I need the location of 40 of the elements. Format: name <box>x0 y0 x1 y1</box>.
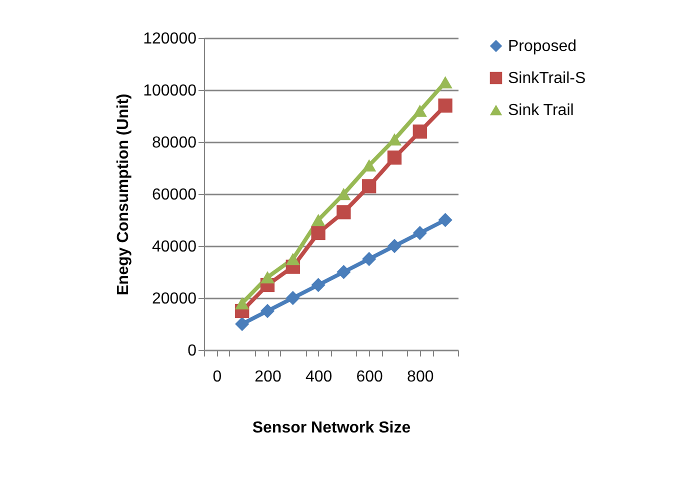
point <box>336 188 351 200</box>
x-tick-label: 0 <box>212 368 222 386</box>
point <box>412 124 427 139</box>
point <box>311 214 326 226</box>
point <box>362 252 376 266</box>
y-tick-label: 80000 <box>152 134 197 152</box>
point <box>387 150 402 165</box>
point <box>412 104 427 117</box>
point <box>412 226 427 240</box>
point <box>336 264 351 280</box>
y-tick-label: 100000 <box>143 82 197 100</box>
point <box>260 304 275 318</box>
point <box>336 205 351 220</box>
y-tick-label: 40000 <box>152 238 197 256</box>
y-tick-label: 120000 <box>143 30 197 48</box>
legend-label: Sink Trail <box>508 102 574 119</box>
point <box>438 76 452 88</box>
x-axis-title: Sensor Network Size <box>252 420 411 436</box>
x-tick-label: 600 <box>356 368 384 386</box>
point <box>438 98 452 113</box>
x-tick-label: 400 <box>305 368 332 386</box>
y-axis-title: Enegy Consumption (Unit) <box>115 94 132 296</box>
point <box>362 159 376 172</box>
x-tick-label: 200 <box>254 368 282 386</box>
y-tick-label: 20000 <box>152 290 197 308</box>
point <box>311 278 326 292</box>
x-tick-label: 800 <box>407 368 434 386</box>
point <box>286 290 300 306</box>
point <box>387 238 402 254</box>
point <box>311 226 326 240</box>
point <box>235 316 250 332</box>
legend-label: Proposed <box>508 38 576 55</box>
point <box>362 179 376 194</box>
point <box>286 252 300 266</box>
legend-label: SinkTrail-S <box>508 70 586 87</box>
point <box>438 212 452 228</box>
point <box>260 271 275 284</box>
point <box>235 297 250 310</box>
y-tick-label: 60000 <box>152 186 197 204</box>
y-tick-label: 0 <box>188 342 197 360</box>
